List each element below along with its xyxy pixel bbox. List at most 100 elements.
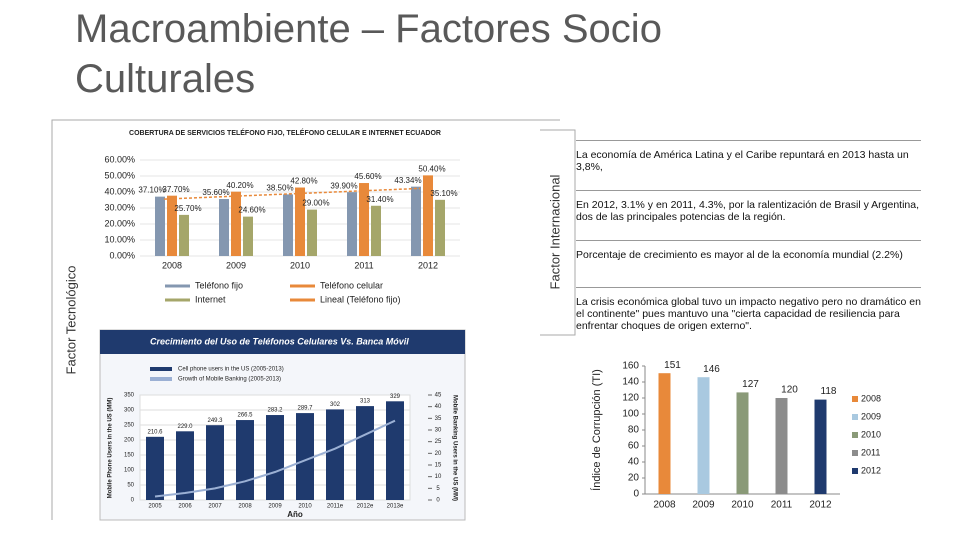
legend-swatch bbox=[852, 468, 858, 474]
bar bbox=[179, 214, 189, 256]
legend-swatch bbox=[852, 396, 858, 402]
x-tick-label: 2008 bbox=[238, 504, 252, 510]
legend-label: Cell phone users in the US (2005-2013) bbox=[178, 367, 284, 373]
y2-axis-label: Mobile Banking Users in the US (MM) bbox=[451, 395, 457, 501]
bar bbox=[206, 425, 224, 500]
data-label: 35.60% bbox=[202, 188, 229, 197]
bar bbox=[167, 195, 177, 256]
bar bbox=[295, 187, 305, 256]
data-label: 43.34% bbox=[394, 176, 421, 185]
legend-swatch bbox=[150, 377, 172, 381]
data-label: 45.60% bbox=[354, 172, 381, 181]
legend-swatch bbox=[852, 432, 858, 438]
bar bbox=[775, 398, 788, 494]
data-label: 39.90% bbox=[330, 181, 357, 190]
left-frame bbox=[51, 119, 560, 520]
bar bbox=[283, 194, 293, 256]
y-tick-label: 40 bbox=[628, 457, 640, 468]
x-tick-label: 2012 bbox=[809, 500, 832, 511]
data-label: 38.50% bbox=[266, 184, 293, 193]
data-label: 151 bbox=[664, 360, 681, 371]
y-tick-label: 160 bbox=[622, 361, 639, 372]
x-tick-label: 2010 bbox=[290, 260, 310, 270]
y-tick-label: 350 bbox=[124, 393, 135, 399]
y2-tick-label: 25 bbox=[435, 439, 442, 445]
y2-tick-label: 0 bbox=[436, 498, 440, 504]
data-label: 313 bbox=[360, 399, 371, 405]
data-label: 146 bbox=[703, 364, 720, 375]
y2-tick-label: 40 bbox=[435, 404, 442, 410]
legend-label: 2011 bbox=[861, 447, 880, 457]
data-label: 127 bbox=[742, 379, 759, 390]
x-tick-label: 2007 bbox=[208, 504, 222, 510]
chart-title: Crecimiento del Uso de Teléfonos Celular… bbox=[150, 336, 409, 346]
legend-label: 2008 bbox=[861, 393, 881, 403]
y2-tick-label: 35 bbox=[435, 416, 442, 422]
chart-title: COBERTURA DE SERVICIOS TELÉFONO FIJO, TE… bbox=[129, 128, 441, 137]
y-tick-label: 10.00% bbox=[104, 234, 135, 244]
right-frame bbox=[540, 129, 576, 336]
y2-tick-label: 30 bbox=[435, 428, 442, 434]
y-tick-label: 150 bbox=[124, 453, 135, 459]
slide-title: Macroambiente – Factores Socio Culturale… bbox=[75, 7, 662, 101]
y-tick-label: 80 bbox=[628, 425, 640, 436]
x-tick-label: 2011 bbox=[771, 500, 793, 511]
data-label: 229.0 bbox=[177, 424, 193, 430]
x-tick-label: 2008 bbox=[653, 500, 676, 511]
x-tick-label: 2006 bbox=[178, 504, 192, 510]
right-label: Factor Internacional bbox=[547, 174, 562, 289]
legend-label: 2012 bbox=[861, 465, 881, 475]
y-tick-label: 20.00% bbox=[104, 218, 135, 228]
legend-label: Internet bbox=[195, 294, 226, 304]
y-tick-label: 50 bbox=[127, 483, 134, 489]
x-tick-label: 2005 bbox=[148, 504, 162, 510]
y2-tick-label: 5 bbox=[436, 486, 440, 492]
legend-label: 2009 bbox=[861, 411, 881, 421]
legend-swatch bbox=[852, 450, 858, 456]
bar bbox=[146, 436, 164, 500]
bar bbox=[296, 413, 314, 500]
x-tick-label: 2008 bbox=[162, 260, 182, 270]
x-tick-label: 2011 bbox=[354, 260, 373, 270]
legend-swatch bbox=[852, 414, 858, 420]
bar bbox=[736, 392, 749, 494]
y-tick-label: 0 bbox=[131, 498, 135, 504]
left-label: Factor Tecnológico bbox=[63, 266, 78, 375]
data-label: 266.5 bbox=[237, 413, 253, 419]
y-tick-label: 40.00% bbox=[104, 186, 135, 196]
bar bbox=[435, 199, 445, 256]
x-tick-label: 2010 bbox=[731, 500, 754, 511]
bar bbox=[347, 192, 357, 256]
trendline bbox=[163, 187, 421, 200]
y-tick-label: 60 bbox=[628, 441, 640, 452]
data-label: 329 bbox=[390, 394, 401, 400]
data-label: 118 bbox=[821, 386, 837, 397]
data-label: 50.40% bbox=[418, 164, 445, 173]
legend-label: Growth of Mobile Banking (2005-2013) bbox=[178, 377, 281, 383]
bar bbox=[356, 406, 374, 500]
y-tick-label: 50.00% bbox=[104, 170, 135, 180]
bar bbox=[236, 420, 254, 500]
data-label: 302 bbox=[330, 402, 341, 408]
y-tick-label: 140 bbox=[622, 377, 639, 388]
bar bbox=[266, 415, 284, 500]
data-label: 31.40% bbox=[366, 195, 393, 204]
bar bbox=[423, 175, 433, 256]
panel-header bbox=[100, 330, 465, 354]
bar bbox=[243, 216, 253, 256]
y-tick-label: 60.00% bbox=[104, 154, 135, 164]
legend-swatch bbox=[150, 367, 172, 371]
y-tick-label: 250 bbox=[124, 423, 135, 429]
data-label: 25.70% bbox=[174, 204, 201, 213]
y2-tick-label: 20 bbox=[435, 451, 442, 457]
bar bbox=[411, 186, 421, 256]
bar bbox=[307, 209, 317, 256]
line-series bbox=[154, 419, 396, 498]
y2-tick-label: 45 bbox=[435, 393, 442, 399]
data-label: 120 bbox=[781, 385, 798, 396]
legend-label: Teléfono fijo bbox=[195, 280, 243, 290]
legend-label: 2010 bbox=[861, 429, 881, 439]
bar bbox=[359, 183, 369, 256]
bar bbox=[219, 199, 229, 256]
